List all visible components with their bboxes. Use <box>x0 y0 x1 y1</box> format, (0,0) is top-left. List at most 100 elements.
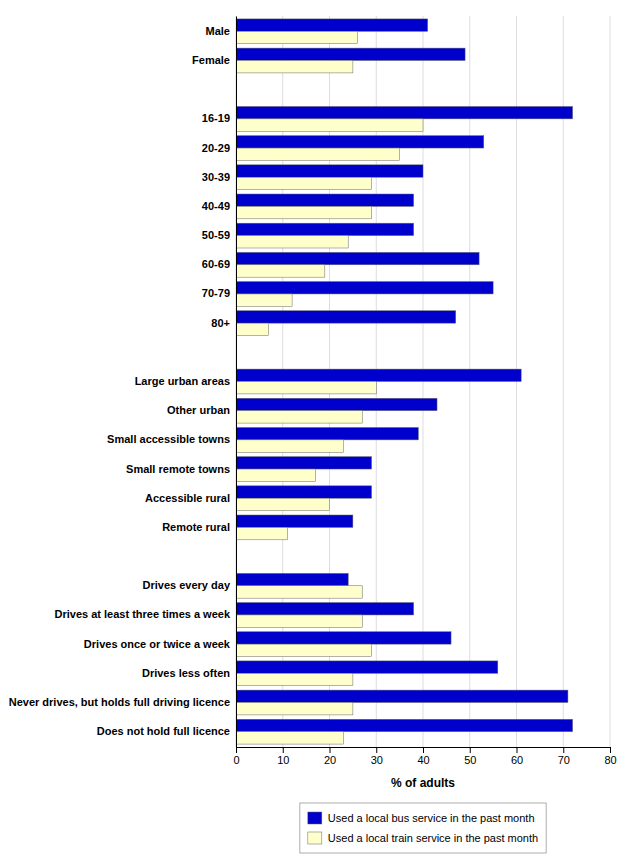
y-tick: Drives less often <box>142 667 230 679</box>
x-tick: 80 <box>604 747 616 766</box>
x-tick-mark <box>517 747 518 753</box>
y-tick-label: 70-79 <box>202 287 230 299</box>
bar <box>236 702 353 714</box>
x-tick: 10 <box>277 747 289 766</box>
y-tick: Never drives, but holds full driving lic… <box>9 696 230 708</box>
bar <box>236 469 315 481</box>
x-tick-label: 70 <box>558 754 570 766</box>
legend-frame <box>300 803 546 853</box>
bar <box>236 177 372 189</box>
bar <box>236 644 372 656</box>
bar <box>236 427 418 439</box>
legend-item: Used a local bus service in the past mon… <box>308 812 535 824</box>
y-tick-label: Accessible rural <box>145 492 230 504</box>
y-tick-label: Drives once or twice a week <box>84 638 231 650</box>
x-axis-title: % of adults <box>391 776 455 790</box>
y-tick: Does not hold full licence <box>97 725 230 737</box>
series <box>236 19 573 732</box>
x-axis: 0 10 20 30 40 50 60 70 80 <box>233 747 616 766</box>
bar <box>236 282 493 294</box>
bar <box>236 265 325 277</box>
grid-line <box>610 16 611 747</box>
bar <box>236 586 362 598</box>
bar <box>236 119 423 131</box>
y-tick: Large urban areas <box>135 375 230 387</box>
x-tick-label: 40 <box>417 754 429 766</box>
y-tick-label: Remote rural <box>162 521 230 533</box>
y-tick-label: 50-59 <box>202 229 230 241</box>
bar <box>236 411 362 423</box>
legend: Used a local bus service in the past mon… <box>300 803 546 853</box>
y-tick-label: Drives every day <box>143 579 231 591</box>
y-tick-label: 80+ <box>211 317 230 329</box>
y-tick: 80+ <box>211 317 230 329</box>
grid <box>236 16 610 747</box>
bar <box>236 573 348 585</box>
bar <box>236 603 414 615</box>
y-tick-label: Male <box>206 25 230 37</box>
x-tick-label: 60 <box>511 754 523 766</box>
y-tick-label: Never drives, but holds full driving lic… <box>9 696 230 708</box>
bar <box>236 673 353 685</box>
y-axis-line <box>236 17 237 748</box>
grid-line <box>236 16 237 747</box>
y-tick-label: Drives less often <box>142 667 230 679</box>
y-tick: Accessible rural <box>145 492 230 504</box>
bar <box>236 486 372 498</box>
y-tick-label: Does not hold full licence <box>97 725 230 737</box>
x-tick: 40 <box>417 747 429 766</box>
y-axis: Male Female 16-19 20-29 30-39 40-49 50-59 60-69… <box>9 17 237 748</box>
x-tick-label: 30 <box>371 754 383 766</box>
bars <box>236 19 573 744</box>
x-tick: 50 <box>464 747 476 766</box>
bar <box>236 527 287 539</box>
legend-item: Used a local train service in the past m… <box>308 832 538 844</box>
bar <box>236 294 292 306</box>
bar <box>236 498 330 510</box>
bar <box>236 136 484 148</box>
y-tick-label: Other urban <box>167 404 230 416</box>
x-tick: 20 <box>324 747 336 766</box>
x-axis-line <box>237 748 611 754</box>
legend-label: Used a local train service in the past m… <box>328 832 538 844</box>
bar <box>236 732 344 744</box>
y-tick-label: 30-39 <box>202 171 230 183</box>
bar <box>236 19 428 31</box>
x-tick-label: 50 <box>464 754 476 766</box>
legend-label: Used a local bus service in the past mon… <box>328 812 535 824</box>
x-tick: 70 <box>558 747 570 766</box>
y-tick-label: 16-19 <box>202 112 230 124</box>
x-tick-mark <box>610 747 611 753</box>
bar <box>236 369 521 381</box>
plot: 0 10 20 30 40 50 60 70 80 Male Female 16-19 20-29 30-… <box>9 16 617 790</box>
bar <box>236 106 573 118</box>
x-tick: 60 <box>511 747 523 766</box>
bar <box>236 719 573 731</box>
x-tick: 0 <box>233 747 239 766</box>
bar <box>236 165 423 177</box>
legend-swatch <box>308 832 322 844</box>
bar <box>236 236 348 248</box>
bar <box>236 615 362 627</box>
y-tick-label: Small accessible towns <box>107 433 230 445</box>
y-tick-label: Large urban areas <box>135 375 230 387</box>
y-tick: Small remote towns <box>126 463 230 475</box>
bar <box>236 31 358 43</box>
y-tick: Small accessible towns <box>107 433 230 445</box>
x-tick-label: 10 <box>277 754 289 766</box>
x-tick-label: 80 <box>604 754 616 766</box>
y-tick: 16-19 <box>202 112 230 124</box>
bar <box>236 440 344 452</box>
y-tick-label: Female <box>192 54 230 66</box>
x-tick: 30 <box>371 747 383 766</box>
y-tick: 50-59 <box>202 229 230 241</box>
y-tick: 70-79 <box>202 287 230 299</box>
y-tick: 40-49 <box>202 200 230 212</box>
bar <box>236 61 353 73</box>
x-tick-mark <box>470 747 471 753</box>
bar <box>236 194 414 206</box>
y-tick-label: 20-29 <box>202 142 230 154</box>
y-tick-label: Drives at least three times a week <box>55 608 231 620</box>
y-tick: 60-69 <box>202 258 230 270</box>
y-tick: Drives at least three times a week <box>55 608 231 620</box>
